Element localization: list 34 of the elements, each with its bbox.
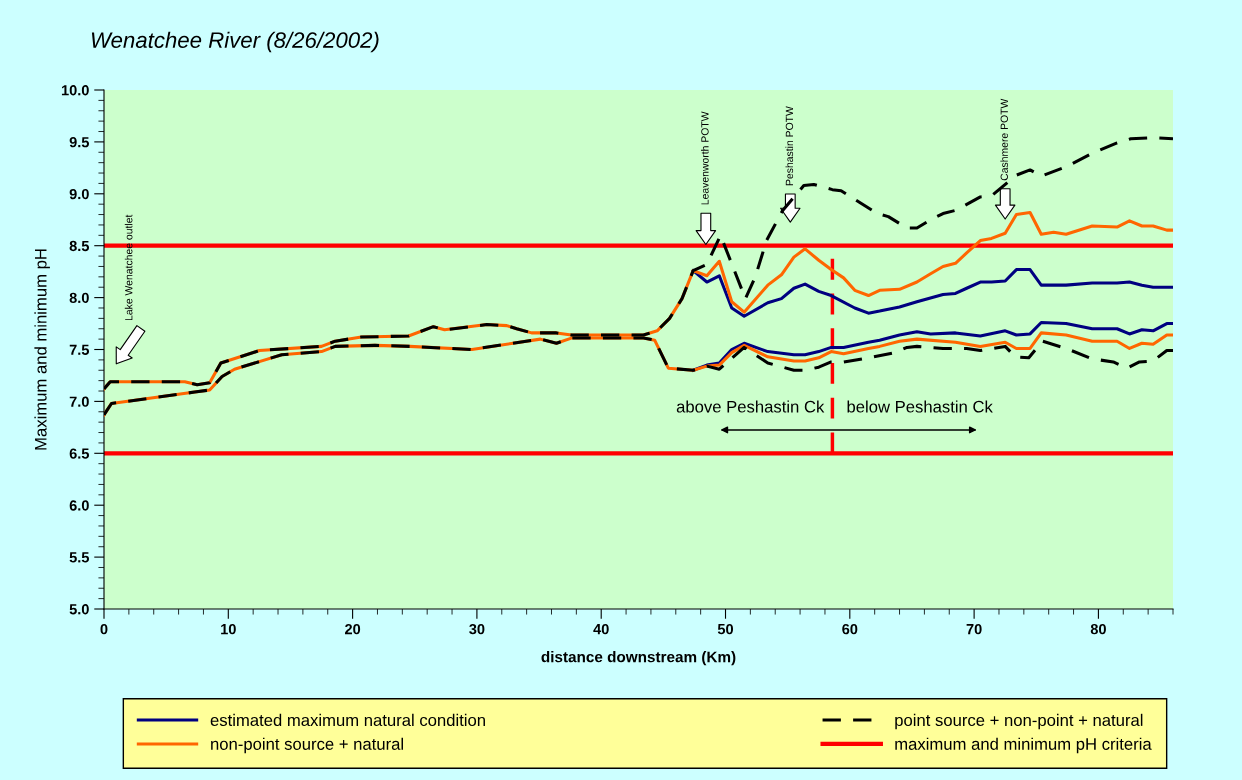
annotation: above Peshastin Ck bbox=[676, 400, 825, 413]
y-tick-label: 6.5 bbox=[69, 448, 90, 459]
y-tick-label: 5.0 bbox=[69, 604, 89, 615]
x-tick-label: 80 bbox=[1090, 623, 1106, 635]
y-tick-label: 9.0 bbox=[69, 188, 89, 200]
y-axis-title: Maximum and minimum pH bbox=[34, 249, 50, 450]
annotation: Lake Wenatchee outlet bbox=[124, 214, 133, 321]
y-tick-label: 6.0 bbox=[69, 500, 89, 511]
x-tick-label: 20 bbox=[345, 623, 361, 635]
chart-title: Wenatchee River (8/26/2002) bbox=[91, 31, 379, 53]
y-tick-label: 10.0 bbox=[61, 85, 89, 96]
y-tick-label: 5.5 bbox=[69, 552, 90, 563]
y-tick-label: 8.0 bbox=[69, 292, 89, 304]
legend-label: maximum and minimum pH criteria bbox=[895, 737, 1152, 754]
y-tick-label: 7.0 bbox=[69, 396, 89, 407]
x-tick-label: 50 bbox=[717, 623, 734, 635]
annotation: below Peshastin Ck bbox=[847, 400, 993, 413]
legend-label: point source + non-point + natural bbox=[895, 713, 1143, 730]
y-tick-label: 8.5 bbox=[69, 240, 90, 252]
x-tick-label: 60 bbox=[842, 623, 858, 635]
x-tick-label: 0 bbox=[100, 623, 108, 635]
line-series bbox=[691, 268, 1173, 318]
annotation: Cashmere POTW bbox=[1000, 98, 1008, 181]
x-tick-label: 40 bbox=[593, 623, 609, 635]
y-tick-label: 7.5 bbox=[69, 344, 90, 355]
annotation: Peshastin POTW bbox=[785, 106, 794, 186]
x-axis-title: distance downstream (Km) bbox=[541, 651, 736, 666]
annotation: Leavenworth POTW bbox=[700, 111, 709, 205]
legend-label: non-point source + natural bbox=[211, 737, 403, 754]
x-tick-label: 30 bbox=[469, 623, 485, 635]
x-tick-label: 10 bbox=[221, 623, 236, 635]
x-tick-label: 70 bbox=[966, 623, 982, 635]
y-tick-label: 9.5 bbox=[69, 137, 90, 148]
legend-label: estimated maximum natural condition bbox=[210, 713, 485, 727]
